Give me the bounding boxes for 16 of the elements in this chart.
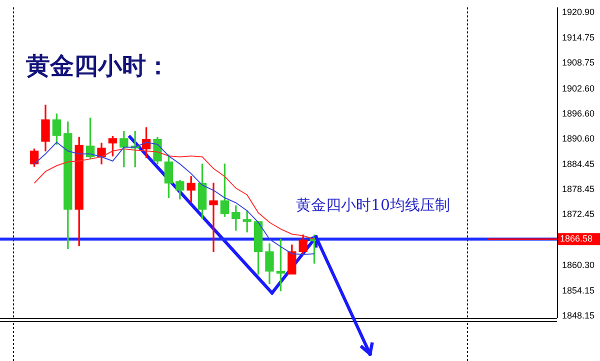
y-tick-label: 1878.45 xyxy=(562,184,595,194)
y-tick-label: 1920.90 xyxy=(562,6,595,17)
y-tick-label: 1872.45 xyxy=(562,209,595,220)
y-tick-label: 1860.30 xyxy=(562,260,595,270)
y-tick-label: 1884.45 xyxy=(562,159,595,170)
y-tick-label: 1902.60 xyxy=(562,83,595,94)
y-tick-label: 1896.60 xyxy=(562,108,595,118)
candlestick xyxy=(209,182,218,252)
y-tick-label: 1908.75 xyxy=(562,58,595,68)
ref-line-label: 1866.58 xyxy=(560,234,593,244)
y-tick-label: 1890.60 xyxy=(562,133,595,144)
annotation: 黄金四小时10均线压制 xyxy=(296,196,450,216)
y-tick-label: 1848.15 xyxy=(562,310,595,321)
y-tick-label: 1914.75 xyxy=(562,32,595,43)
y-tick-label: 1854.15 xyxy=(562,286,595,296)
text: 黄金四小时： xyxy=(26,51,170,82)
